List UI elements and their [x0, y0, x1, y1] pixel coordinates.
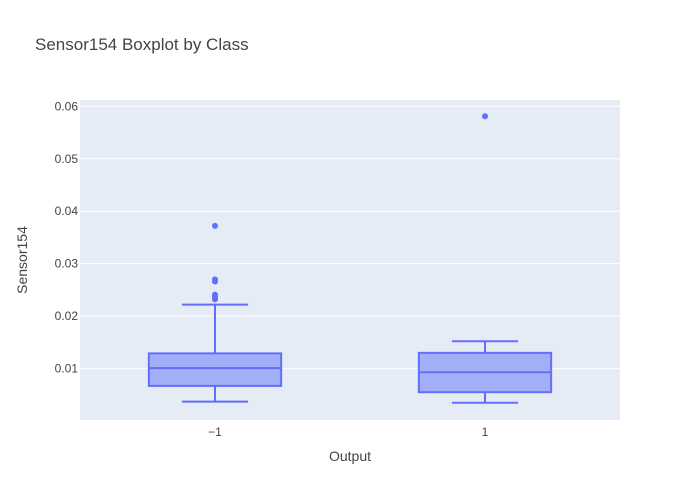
y-tick-label: 0.04 — [55, 204, 79, 218]
outlier-point[interactable] — [212, 276, 218, 283]
box-1[interactable] — [147, 222, 283, 403]
y-tick-label: 0.02 — [55, 309, 79, 323]
outlier-point[interactable] — [482, 113, 488, 120]
chart-title: Sensor154 Boxplot by Class — [35, 35, 249, 54]
x-tick-label: 1 — [482, 425, 489, 439]
x-tick-label: −1 — [208, 425, 222, 439]
x-axis-title: Output — [329, 448, 371, 464]
boxes — [147, 113, 553, 404]
y-axis-title: Sensor154 — [14, 226, 30, 294]
y-tick-label: 0.06 — [55, 99, 79, 113]
y-tick-label: 0.01 — [55, 362, 79, 376]
iqr-box — [147, 352, 283, 387]
x-axis-ticks: −1 1 — [208, 425, 489, 439]
y-axis-ticks: 0.01 0.02 0.03 0.04 0.05 0.06 — [55, 99, 79, 375]
y-tick-label: 0.05 — [55, 152, 79, 166]
outlier-point[interactable] — [212, 222, 218, 229]
y-tick-label: 0.03 — [55, 257, 79, 271]
box-2[interactable] — [417, 113, 553, 404]
outlier-point[interactable] — [212, 291, 218, 298]
